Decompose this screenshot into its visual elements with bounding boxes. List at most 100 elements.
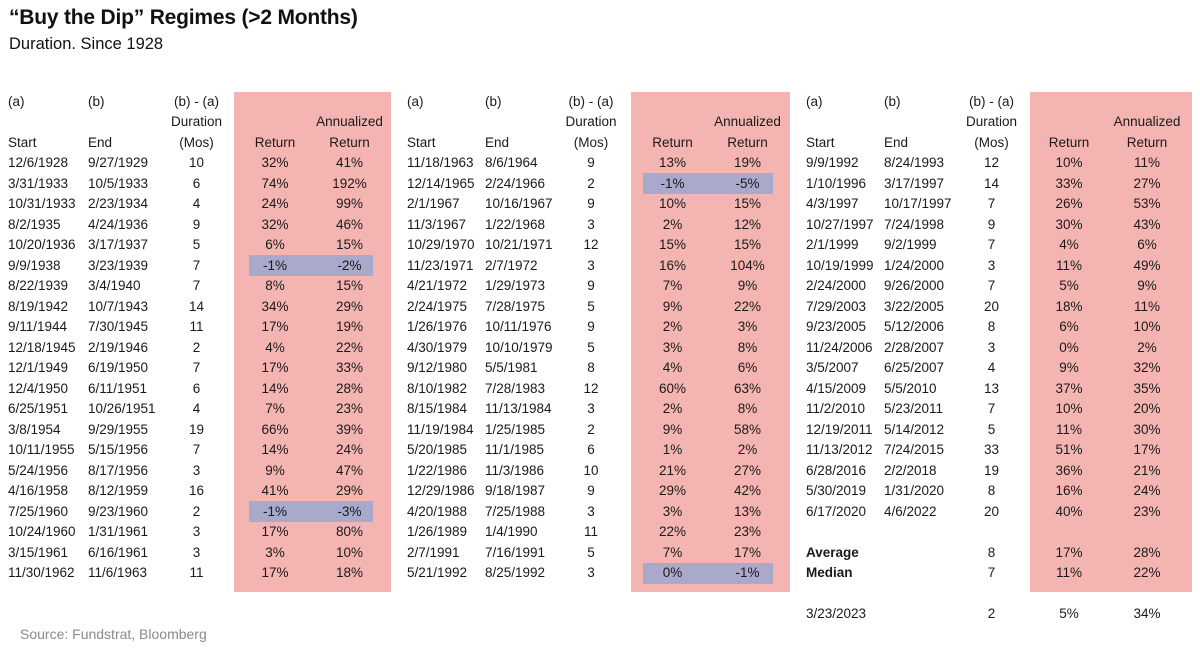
start-date-cell: 10/24/1960 — [8, 524, 76, 539]
return-cell: 0% — [662, 565, 683, 580]
annualized-return-cell: 33% — [335, 360, 364, 375]
header-mos: (Mos) — [974, 135, 1009, 150]
duration-cell: 9 — [192, 216, 201, 232]
end-date-cell: 8/12/1959 — [88, 483, 149, 498]
start-date-cell: 8/15/1984 — [407, 401, 468, 416]
annualized-return-cell: 49% — [1133, 257, 1161, 273]
end-date-cell: 3/17/1937 — [88, 237, 149, 252]
source-note: Source: Fundstrat, Bloomberg — [20, 626, 207, 642]
return-cell: -1% — [262, 257, 287, 273]
start-date-cell: 5/24/1956 — [8, 462, 69, 478]
annualized-return-cell: 27% — [733, 462, 762, 478]
annualized-return-cell: 6% — [1137, 237, 1157, 252]
return-cell: 66% — [261, 421, 289, 437]
duration-cell: 7 — [987, 196, 996, 211]
start-date-cell: 12/6/1928 — [8, 155, 69, 170]
return-cell: 2% — [662, 216, 683, 232]
start-date-cell: 12/1/1949 — [8, 360, 69, 375]
header-b-minus-a: (b) - (a) — [969, 94, 1014, 109]
duration-cell: 6 — [192, 380, 201, 396]
return-cell: 2% — [662, 319, 683, 334]
summary-return: 11% — [1055, 565, 1083, 580]
start-date-cell: 12/14/1965 — [407, 175, 475, 191]
return-cell: 5% — [1059, 278, 1079, 293]
start-date-cell: 8/10/1982 — [407, 380, 468, 396]
start-date-cell: 8/2/1935 — [8, 216, 61, 232]
return-cell: 7% — [662, 544, 683, 560]
summary-annualized: 22% — [1133, 565, 1161, 580]
annualized-return-cell: 19% — [335, 319, 364, 334]
start-date-cell: 2/1/1999 — [806, 237, 859, 252]
header-a: (a) — [806, 94, 823, 109]
annualized-return-cell: 12% — [733, 216, 762, 232]
start-date-cell: 4/30/1979 — [407, 339, 468, 355]
start-date-cell: 11/30/1962 — [8, 565, 75, 580]
end-date-cell: 7/30/1945 — [88, 319, 149, 334]
annualized-return-cell: 17% — [1133, 442, 1161, 457]
annualized-return-cell: 2% — [1137, 339, 1157, 355]
start-date-cell: 12/19/2011 — [806, 421, 873, 437]
end-date-cell: 2/28/2007 — [884, 339, 945, 355]
current-annualized: 34% — [1133, 606, 1161, 621]
annualized-return-cell: 28% — [335, 380, 364, 396]
chart-title: “Buy the Dip” Regimes (>2 Months) — [9, 6, 358, 29]
start-date-cell: 6/25/1951 — [8, 401, 69, 416]
return-cell: 10% — [1055, 155, 1083, 170]
start-date-cell: 4/21/1972 — [407, 278, 468, 293]
return-cell: 7% — [662, 278, 683, 293]
return-cell: 21% — [658, 462, 687, 478]
start-date-cell: 8/22/1939 — [8, 278, 69, 293]
start-date-cell: 4/15/2009 — [806, 380, 867, 396]
duration-cell: 7 — [192, 360, 201, 375]
start-date-cell: 9/9/1992 — [806, 155, 859, 170]
duration-cell: 3 — [587, 503, 595, 519]
end-date-cell: 8/6/1964 — [485, 155, 538, 170]
table-panel-1928-1963: (a) (b) (b) - (a) Duration Annualized Start En… — [8, 92, 391, 592]
duration-cell: 3 — [987, 339, 996, 355]
return-cell: 74% — [261, 175, 289, 191]
duration-cell: 2 — [192, 339, 201, 355]
return-cell: 6% — [1059, 319, 1079, 334]
annualized-return-cell: 19% — [733, 155, 762, 170]
end-date-cell: 4/24/1936 — [88, 216, 149, 232]
header-mos: (Mos) — [573, 135, 609, 150]
return-cell: 10% — [1055, 401, 1083, 416]
return-cell: 8% — [265, 278, 285, 293]
annualized-return-cell: 17% — [733, 544, 762, 560]
returns-shade — [1030, 92, 1192, 592]
start-date-cell: 5/20/1985 — [407, 442, 468, 457]
return-cell: 1% — [662, 442, 683, 457]
start-date-cell: 5/21/1992 — [407, 565, 468, 580]
summary-duration: 7 — [987, 565, 996, 580]
return-cell: 10% — [658, 196, 687, 211]
header-return: Return — [1048, 135, 1090, 150]
duration-cell: 8 — [987, 319, 996, 334]
annualized-return-cell: 41% — [335, 155, 364, 170]
header-annualized: Annualized — [1113, 114, 1181, 129]
end-date-cell: 10/7/1943 — [88, 298, 149, 314]
return-cell: 17% — [261, 565, 289, 580]
return-cell: 17% — [261, 319, 289, 334]
header-end: End — [884, 135, 909, 150]
duration-cell: 19 — [983, 462, 1000, 478]
return-cell: 11% — [1055, 421, 1083, 437]
end-date-cell: 3/4/1940 — [88, 278, 141, 293]
end-date-cell: 8/17/1956 — [88, 462, 149, 478]
header-duration: Duration — [170, 114, 223, 129]
duration-cell: 8 — [987, 483, 996, 498]
annualized-return-cell: 39% — [335, 421, 364, 437]
current-start-date: 3/23/2023 — [806, 606, 867, 621]
summary-label: Average — [806, 544, 859, 560]
end-date-cell: 3/17/1997 — [884, 175, 945, 191]
annualized-return-cell: 15% — [335, 237, 364, 252]
duration-cell: 19 — [188, 421, 205, 437]
header-annualized: Annualized — [316, 114, 383, 129]
duration-cell: 7 — [987, 278, 996, 293]
header-b: (b) — [485, 94, 502, 109]
start-date-cell: 11/18/1963 — [407, 155, 474, 170]
return-cell: 30% — [1055, 216, 1083, 232]
return-cell: 14% — [261, 442, 289, 457]
start-date-cell: 3/5/2007 — [806, 360, 859, 375]
end-date-cell: 5/15/1956 — [88, 442, 149, 457]
return-cell: 3% — [662, 339, 683, 355]
